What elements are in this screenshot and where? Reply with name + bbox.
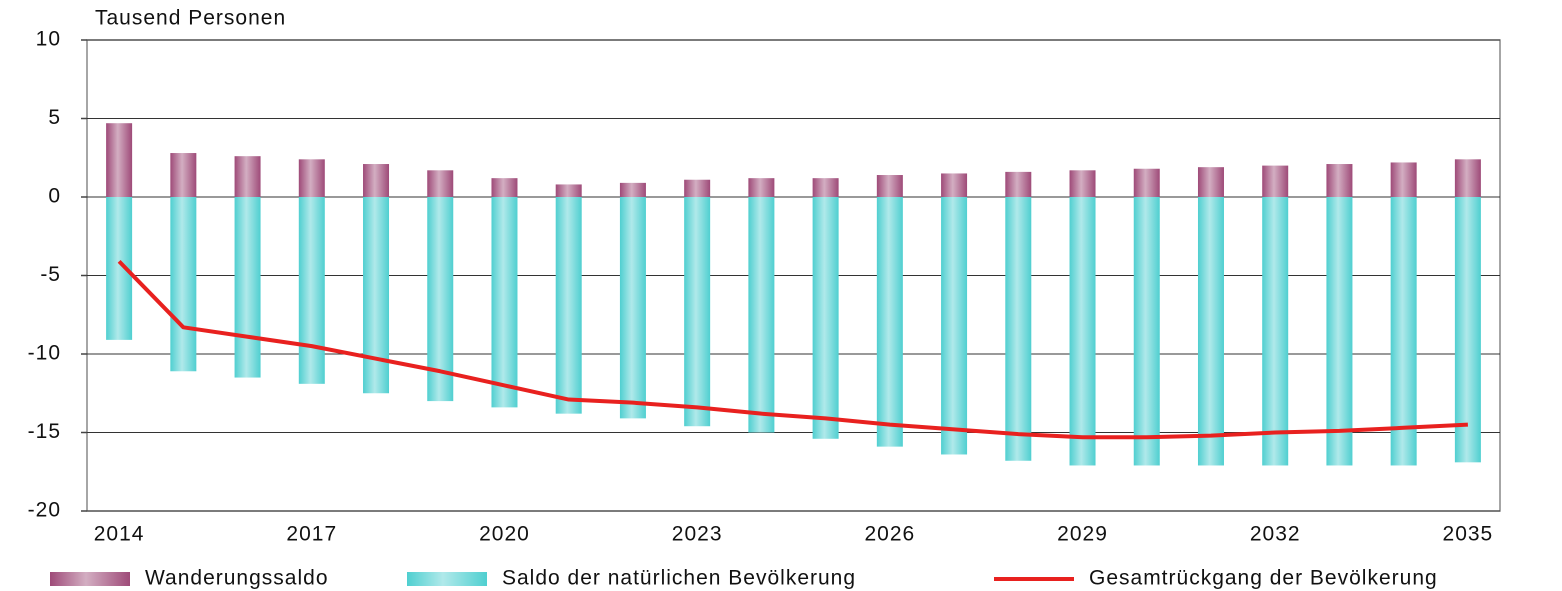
bar	[491, 178, 518, 197]
bar	[941, 197, 968, 455]
x-tick-label: 2023	[672, 523, 723, 546]
bar	[298, 159, 325, 197]
bar	[1197, 167, 1224, 197]
bar	[427, 170, 454, 197]
bar	[1454, 197, 1481, 463]
bar	[684, 179, 711, 197]
bar	[234, 156, 261, 197]
bar	[234, 197, 261, 378]
bar	[1262, 197, 1289, 466]
bar	[170, 197, 197, 372]
x-tick-label: 2020	[479, 523, 530, 546]
bar	[1197, 197, 1224, 466]
bar	[619, 197, 646, 419]
bar	[876, 197, 903, 447]
x-tick-label: 2032	[1250, 523, 1301, 546]
y-tick-label: 0	[48, 185, 61, 208]
bar	[1005, 171, 1032, 197]
x-tick-label: 2014	[94, 523, 145, 546]
bar	[1133, 197, 1160, 466]
bar	[555, 184, 582, 197]
x-tick-label: 2017	[286, 523, 337, 546]
bar	[555, 197, 582, 414]
bar	[1262, 165, 1289, 197]
legend-label: Wanderungssaldo	[145, 567, 329, 590]
y-axis-label: Tausend Personen	[95, 7, 286, 30]
legend-swatch	[407, 572, 487, 586]
y-tick-label: 5	[48, 106, 61, 129]
bar	[1133, 168, 1160, 197]
y-tick-label: -20	[28, 499, 61, 522]
y-tick-label: -15	[28, 420, 61, 443]
bar	[1005, 197, 1032, 461]
bar	[684, 197, 711, 427]
bar	[1390, 197, 1417, 466]
bar	[748, 197, 775, 433]
bar	[491, 197, 518, 408]
bar	[427, 197, 454, 402]
bar	[363, 164, 390, 197]
x-tick-label: 2026	[864, 523, 915, 546]
bar	[748, 178, 775, 197]
bar	[1069, 197, 1096, 466]
legend-label: Saldo der natürlichen Bevölkerung	[502, 567, 856, 590]
bar	[106, 123, 133, 197]
bar	[1069, 170, 1096, 197]
bar	[941, 173, 968, 197]
line	[117, 259, 1468, 440]
y-tick-label: -10	[28, 342, 61, 365]
bar	[298, 197, 325, 384]
x-tick-label: 2029	[1057, 523, 1108, 546]
bar	[812, 178, 839, 197]
bar	[812, 197, 839, 439]
legend-swatch	[50, 572, 130, 586]
legend-label: Gesamtrückgang der Bevölkerung	[1089, 567, 1438, 590]
y-tick-label: 10	[36, 28, 61, 51]
bar	[170, 153, 197, 197]
bar	[1326, 197, 1353, 466]
bar	[876, 175, 903, 197]
bar	[363, 197, 390, 394]
bar	[1454, 159, 1481, 197]
bar	[1390, 162, 1417, 197]
x-tick-label: 2035	[1443, 523, 1494, 546]
bar	[619, 182, 646, 197]
bar	[1326, 164, 1353, 197]
y-tick-label: -5	[40, 263, 61, 286]
